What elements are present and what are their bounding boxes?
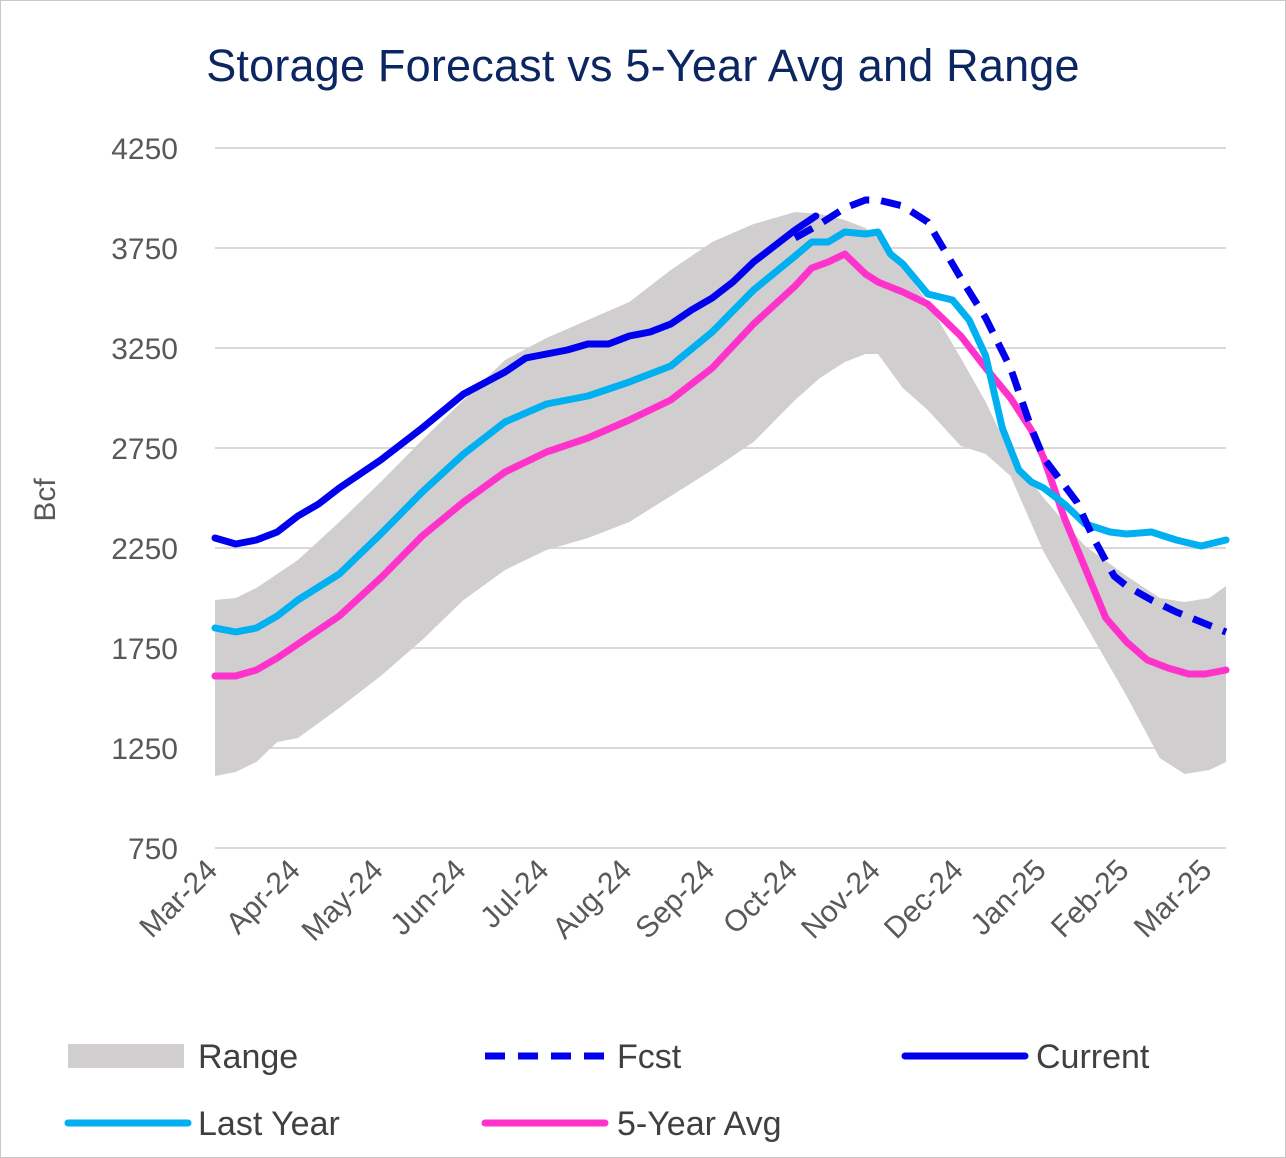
x-tick-label: Jan-25	[964, 854, 1052, 942]
legend-swatch-range	[68, 1044, 184, 1068]
legend-label-last-year: Last Year	[198, 1105, 340, 1143]
x-tick-label: Oct-24	[717, 854, 804, 941]
x-tick-label: Mar-25	[1128, 854, 1219, 945]
x-tick-label: Sep-24	[629, 854, 721, 946]
legend-label-range: Range	[198, 1038, 298, 1076]
x-tick-label: Apr-24	[220, 854, 307, 941]
y-tick-label: 750	[128, 833, 178, 866]
y-tick-label: 1250	[111, 733, 178, 766]
y-tick-label: 2250	[111, 533, 178, 566]
x-tick-label: Aug-24	[547, 854, 639, 946]
x-tick-label: Mar-24	[133, 854, 224, 945]
series-line-fcst	[793, 196, 1228, 636]
y-tick-label: 2750	[111, 433, 178, 466]
x-tick-label: Dec-24	[878, 854, 970, 946]
series-line-5-year-avg	[211, 250, 1230, 680]
legend-label-fcst: Fcst	[617, 1038, 682, 1076]
y-axis-ticks: 750 1250 1750 2250 2750 3250 3750 4250	[111, 133, 178, 866]
x-tick-label: Feb-25	[1045, 854, 1136, 945]
x-tick-label: Jul-24	[474, 854, 555, 935]
y-tick-label: 3750	[111, 233, 178, 266]
series-line-last-year	[211, 228, 1230, 636]
x-tick-label: Jun-24	[384, 854, 472, 942]
series-lines	[211, 196, 1230, 680]
legend-label-current: Current	[1036, 1038, 1150, 1076]
chart-title: Storage Forecast vs 5-Year Avg and Range	[206, 40, 1080, 91]
series-line-current	[211, 212, 820, 548]
x-tick-label: May-24	[296, 854, 390, 948]
y-tick-label: 3250	[111, 333, 178, 366]
legend: Range Fcst Current Last Year 5-Year Avg	[64, 1038, 1150, 1143]
legend-label-5-year-avg: 5-Year Avg	[617, 1105, 781, 1143]
x-tick-label: Nov-24	[795, 854, 887, 946]
y-tick-label: 4250	[111, 133, 178, 166]
y-tick-label: 1750	[111, 633, 178, 666]
y-axis-label: Bcf	[29, 478, 62, 522]
